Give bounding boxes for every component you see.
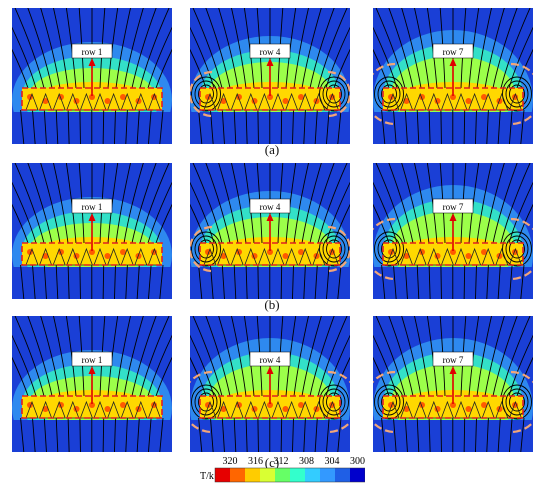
svg-text:row 1: row 1 — [82, 47, 103, 57]
colorbar: 320 316 312 308 304 300 T/k — [200, 456, 365, 483]
panel-3-3: row 7 — [373, 316, 533, 452]
colorbar-swatch — [290, 468, 306, 482]
panel-1-1: row 1 — [12, 8, 172, 144]
colorbar-tick-label: 320 — [223, 456, 238, 467]
panel-1-3: row 7 — [373, 8, 533, 144]
row-tag: row 4 — [249, 198, 291, 214]
panel-1-2: row 4 — [190, 8, 350, 144]
colorbar-swatch — [260, 468, 276, 482]
row-tag: row 7 — [432, 198, 474, 214]
panel-3-2: row 4 — [190, 316, 350, 452]
row-tag: row 1 — [71, 198, 113, 214]
panel-2-1: row 1 — [12, 163, 172, 299]
svg-text:row 7: row 7 — [443, 202, 464, 212]
colorbar-swatch — [335, 468, 351, 482]
subfigure-label: (a) — [264, 142, 280, 157]
svg-text:row 4: row 4 — [260, 47, 281, 57]
panel-2-2: row 4 — [190, 163, 350, 299]
colorbar-swatch — [245, 468, 261, 482]
row-tag: row 7 — [432, 351, 474, 367]
colorbar-tick-label: 308 — [299, 456, 314, 467]
svg-text:row 4: row 4 — [260, 355, 281, 365]
panel-2-3: row 7 — [373, 163, 533, 299]
colorbar-tick-label: 312 — [274, 456, 289, 467]
colorbar-unit: T/k — [200, 471, 214, 482]
colorbar-tick-label: 300 — [350, 456, 365, 467]
colorbar-swatch — [230, 468, 246, 482]
colorbar-tick-label: 316 — [248, 456, 263, 467]
svg-text:row 7: row 7 — [443, 47, 464, 57]
colorbar-swatch — [350, 468, 365, 482]
subfigure-label: (c) — [264, 455, 280, 470]
svg-text:row 4: row 4 — [260, 202, 281, 212]
colorbar-swatch — [275, 468, 291, 482]
row-tag: row 4 — [249, 43, 291, 59]
row-tag: row 1 — [71, 43, 113, 59]
svg-text:row 1: row 1 — [82, 355, 103, 365]
colorbar-swatch — [320, 468, 336, 482]
colorbar-swatch — [215, 468, 231, 482]
row-tag: row 4 — [249, 351, 291, 367]
subfigure-label: (b) — [264, 297, 280, 312]
colorbar-swatch — [305, 468, 321, 482]
row-tag: row 1 — [71, 351, 113, 367]
panel-3-1: row 1 — [12, 316, 172, 452]
colorbar-tick-label: 304 — [325, 456, 340, 467]
svg-text:row 1: row 1 — [82, 202, 103, 212]
row-tag: row 7 — [432, 43, 474, 59]
svg-text:row 7: row 7 — [443, 355, 464, 365]
